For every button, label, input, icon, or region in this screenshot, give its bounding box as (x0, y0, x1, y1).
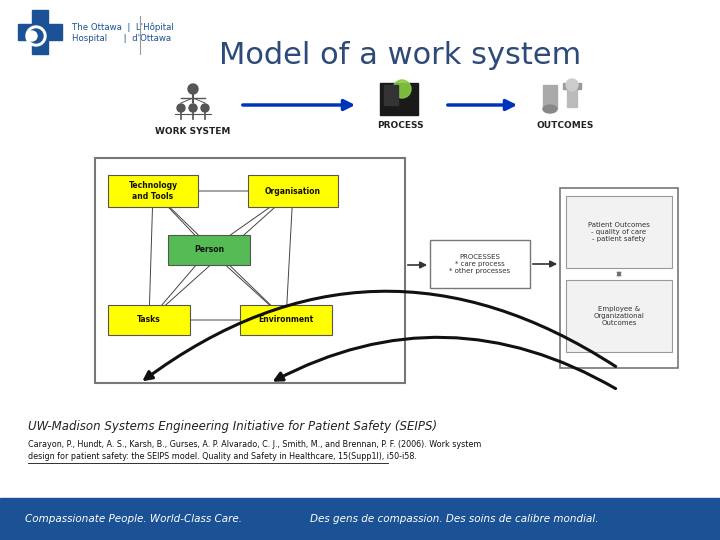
Circle shape (26, 26, 46, 46)
Text: Compassionate People. World-Class Care.: Compassionate People. World-Class Care. (25, 514, 242, 524)
Bar (0, 498, 720, 540)
Circle shape (201, 104, 209, 112)
Bar (108, 305, 190, 335)
Bar (430, 240, 530, 288)
Bar (108, 175, 198, 207)
Bar (248, 175, 338, 207)
Bar (566, 196, 672, 268)
Text: UW-Madison Systems Engineering Initiative for Patient Safety (SEIPS): UW-Madison Systems Engineering Initiativ… (28, 420, 437, 433)
Bar (563, 83, 581, 89)
Bar (567, 85, 577, 107)
Circle shape (188, 84, 198, 94)
Text: Patient Outcomes
- quality of care
- patient safety: Patient Outcomes - quality of care - pat… (588, 222, 650, 242)
Text: Carayon, P., Hundt, A. S., Karsh, B., Gurses, A. P. Alvarado, C. J., Smith, M., : Carayon, P., Hundt, A. S., Karsh, B., Gu… (28, 440, 482, 449)
Text: PROCESSES
* care process
* other processes: PROCESSES * care process * other process… (449, 254, 510, 274)
Bar (168, 235, 250, 265)
Text: Environment: Environment (258, 315, 314, 325)
Bar (384, 85, 398, 105)
Circle shape (393, 80, 411, 98)
Bar (560, 188, 678, 368)
Text: Hospital      |  d'Ottawa: Hospital | d'Ottawa (72, 34, 171, 43)
Text: The Ottawa  |  L'Hôpital: The Ottawa | L'Hôpital (72, 22, 174, 31)
Circle shape (27, 31, 37, 41)
Bar (380, 83, 418, 115)
Text: OUTCOMES: OUTCOMES (536, 121, 594, 130)
Circle shape (566, 79, 578, 91)
Bar (95, 158, 405, 383)
Bar (32, 10, 48, 54)
Text: Employee &
Organizational
Outcomes: Employee & Organizational Outcomes (593, 306, 644, 326)
Circle shape (189, 104, 197, 112)
Text: WORK SYSTEM: WORK SYSTEM (156, 127, 230, 136)
Text: Organisation: Organisation (265, 186, 321, 195)
Text: Person: Person (194, 246, 224, 254)
Text: Model of a work system: Model of a work system (219, 40, 581, 70)
Bar (566, 280, 672, 352)
Text: Des gens de compassion. Des soins de calibre mondial.: Des gens de compassion. Des soins de cal… (310, 514, 598, 524)
Circle shape (29, 29, 43, 43)
Text: Technology
and Tools: Technology and Tools (128, 181, 178, 201)
Circle shape (177, 104, 185, 112)
Text: Tasks: Tasks (137, 315, 161, 325)
Bar (240, 305, 332, 335)
Bar (543, 85, 557, 109)
Ellipse shape (543, 105, 557, 113)
Text: PROCESS: PROCESS (377, 121, 423, 130)
Bar (18, 24, 62, 40)
Text: design for patient safety: the SEIPS model. Quality and Safety in Healthcare, 15: design for patient safety: the SEIPS mod… (28, 452, 417, 461)
